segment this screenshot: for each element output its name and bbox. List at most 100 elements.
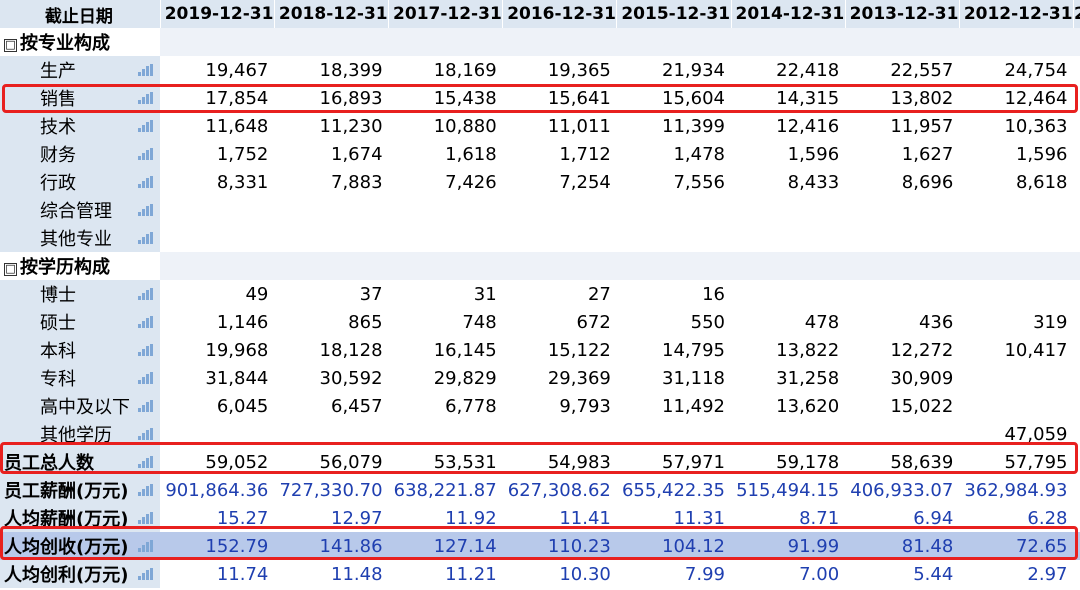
- bar-chart-icon[interactable]: [138, 232, 154, 244]
- column-header-date[interactable]: 2013-12-31: [845, 0, 960, 28]
- value-cell: 16,893: [319, 87, 383, 109]
- value-cell: 9,793: [559, 395, 611, 417]
- value-cell: [160, 420, 274, 448]
- bar-chart-icon[interactable]: [138, 288, 154, 300]
- value-cell: 1,478: [673, 143, 725, 165]
- table-row-zongrenshu: 员工总人数 59,052 56,079 53,531 54,983 57,971 59,17…: [0, 448, 1080, 476]
- empty-cell: [731, 252, 846, 280]
- value-cell: 58,639: [890, 451, 954, 473]
- empty-cell: [1073, 420, 1080, 448]
- row-label: 博士: [40, 285, 76, 306]
- bar-chart-icon[interactable]: [138, 64, 154, 76]
- value-cell: [503, 196, 617, 224]
- table-row-gaozhong: 高中及以下 6,045 6,457 6,778 9,793 11,492 13,620 15,…: [0, 392, 1080, 420]
- row-label-cell: 本科: [0, 336, 161, 364]
- value-cell: 1,618: [445, 143, 497, 165]
- table-row-benke: 本科 19,968 18,128 16,145 15,122 14,795 13,822 12…: [0, 336, 1080, 364]
- column-header-date[interactable]: 2019-12-31: [160, 0, 275, 28]
- collapse-toggle-icon[interactable]: □: [4, 38, 17, 52]
- empty-cell: [959, 28, 1074, 56]
- value-cell: [617, 224, 731, 252]
- empty-cell: [959, 252, 1074, 280]
- value-cell: 104.12: [616, 532, 731, 560]
- value-cell: 7.99: [684, 563, 725, 585]
- value-cell: 406,933.07: [850, 479, 954, 501]
- bar-chart-icon[interactable]: [138, 372, 154, 384]
- group-label-cell[interactable]: □ 按专业构成: [0, 28, 161, 56]
- value-cell: 1,146: [216, 311, 269, 333]
- bar-chart-icon[interactable]: [138, 400, 154, 412]
- value-cell: 24,754: [1004, 59, 1068, 81]
- empty-cell: [1073, 56, 1080, 84]
- bar-chart-icon[interactable]: [138, 316, 154, 328]
- bar-chart-icon[interactable]: [138, 456, 154, 468]
- value-cell: 11,492: [662, 395, 725, 417]
- value-cell: [845, 420, 959, 448]
- value-cell: 865: [348, 311, 383, 333]
- value-cell: 12,416: [776, 115, 840, 137]
- empty-cell: [845, 28, 960, 56]
- column-header-date-partial[interactable]: 2: [1073, 0, 1080, 28]
- value-cell: 47,059: [1004, 423, 1068, 445]
- column-header-date[interactable]: 2016-12-31: [502, 0, 618, 28]
- column-header-date[interactable]: 2012-12-31: [959, 0, 1074, 28]
- value-cell: 11,648: [205, 115, 269, 137]
- bar-chart-icon[interactable]: [138, 484, 154, 496]
- column-header-date[interactable]: 2015-12-31: [616, 0, 732, 28]
- value-cell: 11,011: [547, 115, 611, 137]
- table-row-shengchan: 生产 19,467 18,399 18,169 19,365 21,934 22,418 22…: [0, 56, 1080, 84]
- row-label-cell: 员工薪酬(万元): [0, 476, 161, 504]
- empty-cell: [1073, 392, 1080, 420]
- value-cell: 14,315: [776, 87, 840, 109]
- value-cell: 15,438: [433, 87, 497, 109]
- bar-chart-icon[interactable]: [138, 428, 154, 440]
- value-cell: 8,696: [901, 171, 954, 193]
- table-row-jishu: 技术 11,648 11,230 10,880 11,011 11,399 12,416 11…: [0, 112, 1080, 140]
- value-cell: 13,620: [776, 395, 840, 417]
- column-header-date-label[interactable]: 截止日期: [0, 0, 161, 28]
- bar-chart-icon[interactable]: [138, 512, 154, 524]
- bar-chart-icon[interactable]: [138, 176, 154, 188]
- value-cell: 7,556: [673, 171, 725, 193]
- value-cell: [274, 196, 388, 224]
- value-cell: 81.48: [845, 532, 960, 560]
- value-cell: [274, 224, 388, 252]
- value-cell: 31: [473, 283, 497, 305]
- group-label-cell[interactable]: □ 按学历构成: [0, 252, 161, 280]
- value-cell: 16,145: [433, 339, 497, 361]
- empty-cell: [1073, 252, 1080, 280]
- value-cell: 110.23: [502, 532, 617, 560]
- bar-chart-icon[interactable]: [138, 148, 154, 160]
- value-cell: 31,844: [205, 367, 269, 389]
- value-cell: 638,221.87: [393, 479, 497, 501]
- empty-cell: [502, 252, 617, 280]
- bar-chart-icon[interactable]: [138, 540, 154, 552]
- value-cell: 11.74: [216, 563, 269, 585]
- bar-chart-icon[interactable]: [138, 92, 154, 104]
- value-cell: [731, 196, 845, 224]
- row-label-cell: 人均薪酬(万元): [0, 504, 161, 532]
- row-label: 高中及以下: [40, 397, 130, 418]
- value-cell: 11.21: [445, 563, 497, 585]
- row-label: 技术: [40, 117, 76, 138]
- column-header-date[interactable]: 2018-12-31: [274, 0, 390, 28]
- value-cell: [731, 280, 845, 308]
- value-cell: 901,864.36: [165, 479, 269, 501]
- empty-cell: [274, 252, 389, 280]
- value-cell: 30,909: [890, 367, 954, 389]
- table-row-caiwu: 财务 1,752 1,674 1,618 1,712 1,478 1,596 1,627 1,5…: [0, 140, 1080, 168]
- bar-chart-icon[interactable]: [138, 344, 154, 356]
- column-header-date[interactable]: 2014-12-31: [731, 0, 846, 28]
- value-cell: 13,802: [890, 87, 954, 109]
- collapse-toggle-icon[interactable]: □: [4, 262, 17, 276]
- value-cell: 12,464: [1004, 87, 1068, 109]
- bar-chart-icon[interactable]: [138, 204, 154, 216]
- value-cell: 72.65: [959, 532, 1074, 560]
- empty-cell: [616, 28, 731, 56]
- value-cell: 11,957: [890, 115, 954, 137]
- empty-cell: [1073, 560, 1080, 588]
- bar-chart-icon[interactable]: [138, 568, 154, 580]
- bar-chart-icon[interactable]: [138, 120, 154, 132]
- column-header-date[interactable]: 2017-12-31: [388, 0, 504, 28]
